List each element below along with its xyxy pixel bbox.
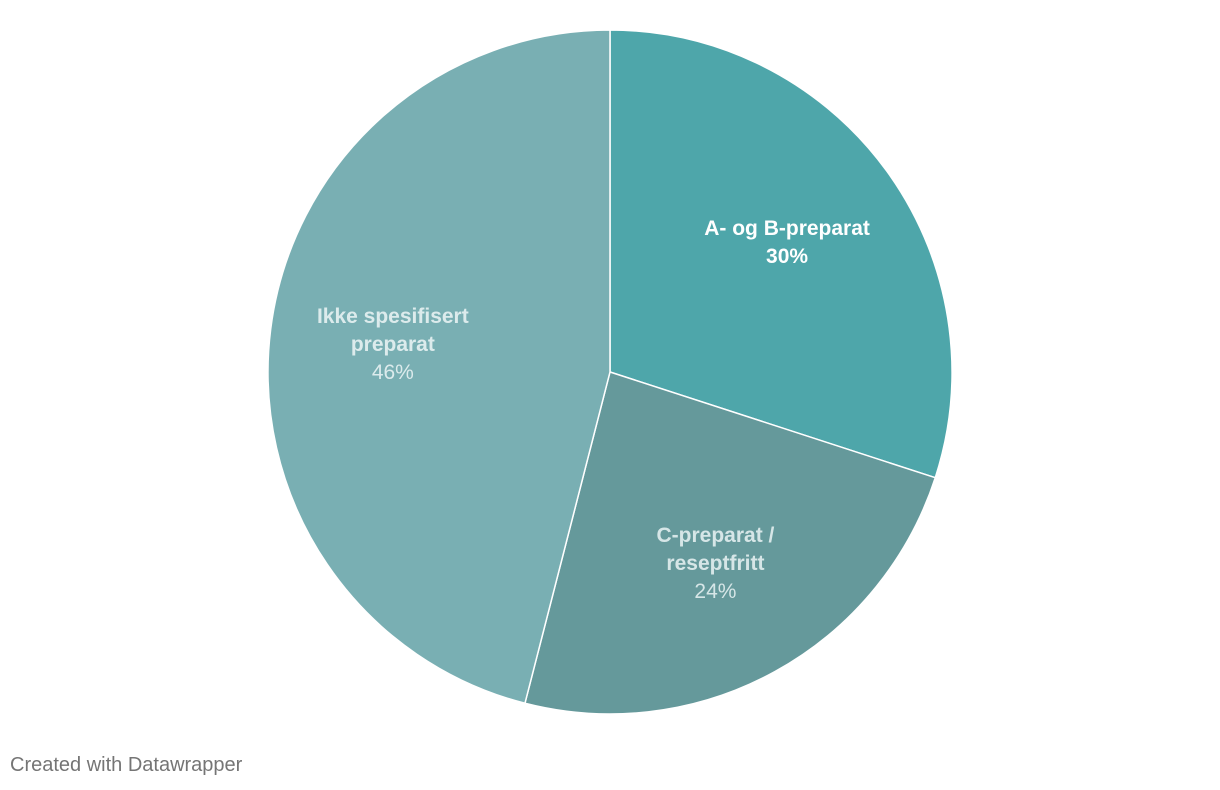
slice-value-label: 24% <box>694 579 737 603</box>
pie-slice-a-og-b-preparat[interactable] <box>609 29 953 479</box>
slice-label-ikke-spesifisert-preparat: Ikke spesifisert preparat 46% <box>317 303 469 387</box>
pie-chart-svg <box>267 29 953 715</box>
slice-value-label: 30% <box>766 245 809 269</box>
slice-name: C-preparat / <box>656 523 775 547</box>
pie-slice-ikke-spesifisert-preparat[interactable] <box>267 29 611 705</box>
slice-name: reseptfritt <box>666 551 765 575</box>
slice-name: A- og B-preparat <box>704 217 870 241</box>
pie-chart: A- og B-preparat 30% C-preparat / reseptfri… <box>267 29 953 715</box>
pie-slice-c-preparat-reseptfritt[interactable] <box>524 371 937 715</box>
slice-name: Ikke spesifisert <box>316 304 469 328</box>
slice-name: preparat <box>350 332 435 356</box>
slice-label-a-og-b-preparat: A- og B-preparat 30% <box>704 215 870 271</box>
slice-label-c-preparat-reseptfritt: C-preparat / reseptfritt 24% <box>657 522 775 606</box>
slice-value-label: 46% <box>371 360 414 384</box>
datawrapper-credit[interactable]: Created with Datawrapper <box>10 754 243 776</box>
